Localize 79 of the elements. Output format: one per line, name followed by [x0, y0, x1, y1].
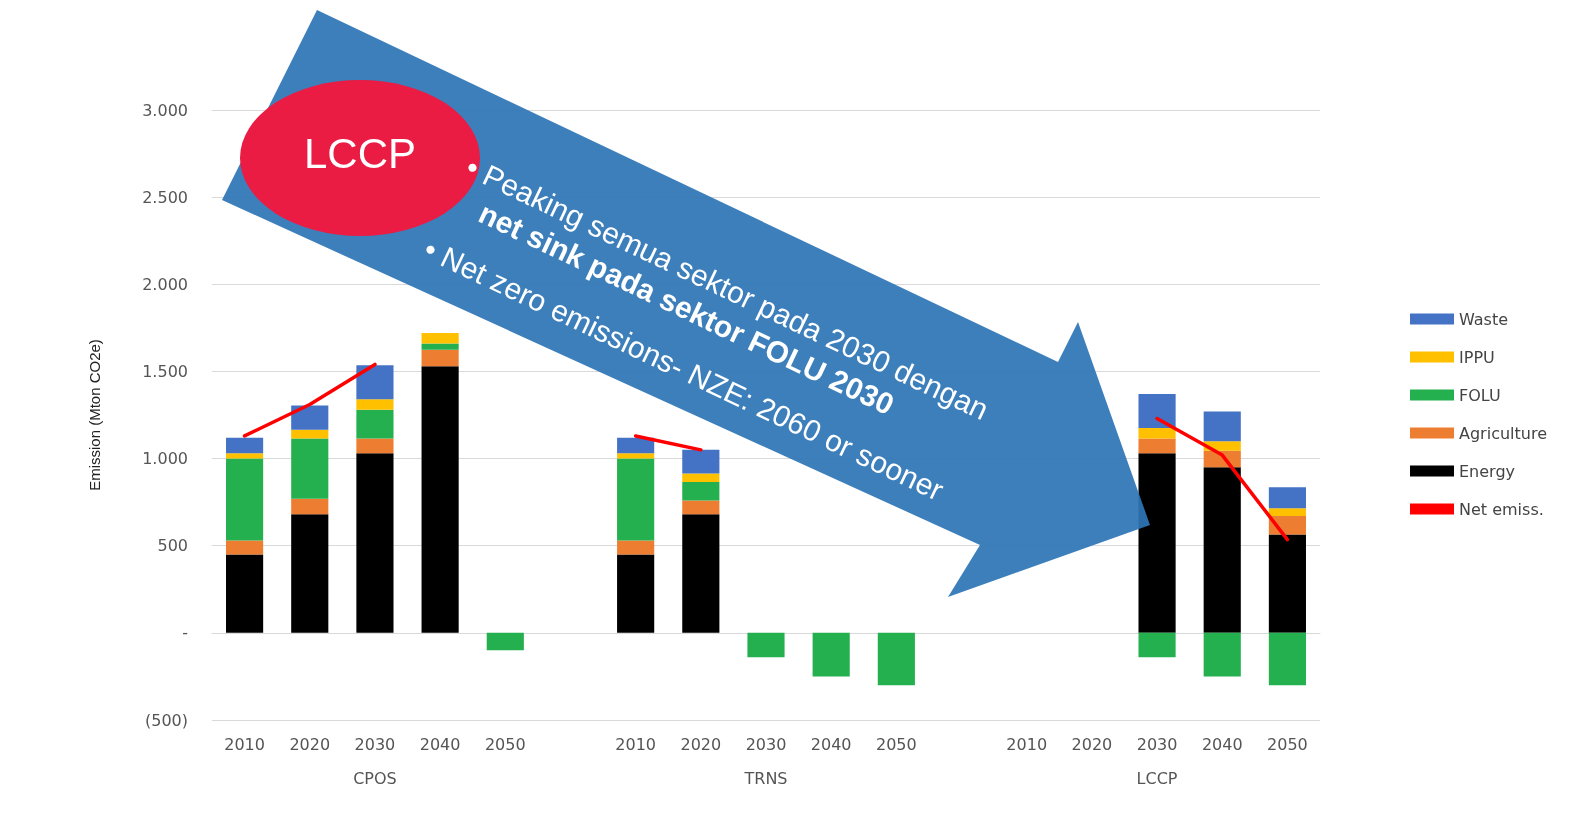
- bar: [1138, 438, 1176, 454]
- x-tick-label: 2050: [484, 734, 526, 754]
- bar: [421, 366, 459, 633]
- x-tick-label: 2030: [1136, 734, 1178, 754]
- bar: [1138, 453, 1176, 633]
- bar: [1203, 632, 1241, 677]
- y-tick-label: -: [182, 623, 188, 643]
- bar: [1203, 411, 1241, 442]
- y-tick-label: 2.000: [142, 274, 188, 294]
- bar: [1268, 632, 1306, 686]
- y-tick-label: 1.500: [142, 361, 188, 381]
- annotation: LCCP: [303, 130, 417, 177]
- bar: [421, 343, 459, 350]
- bar: [356, 453, 394, 633]
- bar: [291, 429, 329, 439]
- legend-label: Energy: [1459, 461, 1516, 481]
- bar: [682, 449, 720, 474]
- bar: [1203, 467, 1241, 633]
- text: TRNS: [743, 768, 788, 788]
- bar: [291, 438, 329, 499]
- x-tick-label: 2020: [680, 734, 722, 754]
- bar: [421, 349, 459, 367]
- bar: [617, 453, 655, 459]
- bar: [226, 540, 264, 555]
- bar: [617, 437, 655, 454]
- x-tick-label: 2030: [745, 734, 787, 754]
- y-tick-label: 2.500: [142, 187, 188, 207]
- bar: [747, 632, 785, 658]
- bar: [291, 405, 329, 430]
- bar: [356, 438, 394, 454]
- legend-label: Waste: [1459, 309, 1509, 329]
- x-tick-label: 2050: [875, 734, 917, 754]
- bar: [1138, 632, 1176, 658]
- bar: [682, 514, 720, 633]
- bar: [682, 500, 720, 515]
- text: CPOS: [353, 768, 397, 788]
- bar: [682, 473, 720, 483]
- x-tick-label: 2030: [354, 734, 396, 754]
- bar: [682, 482, 720, 501]
- bar: [1138, 394, 1176, 429]
- y-tick-label: 500: [157, 536, 188, 556]
- bar: [617, 458, 655, 541]
- legend-label: FOLU: [1459, 385, 1501, 405]
- bar: [617, 554, 655, 633]
- bar: [1268, 534, 1306, 633]
- y-tick-label: 3.000: [142, 100, 188, 120]
- bar: [226, 554, 264, 633]
- bar: [226, 458, 264, 541]
- legend-label: Agriculture: [1459, 423, 1548, 443]
- bar: [356, 409, 394, 439]
- bar: [356, 365, 394, 400]
- y-axis-title: Emission (Mton CO2e): [86, 339, 103, 491]
- x-tick-label: 2010: [615, 734, 657, 754]
- x-tick-label: 2020: [289, 734, 331, 754]
- x-tick-label: 2050: [1267, 734, 1308, 754]
- bar: [421, 333, 459, 344]
- x-tick-label: 2040: [810, 734, 852, 754]
- bar: [1138, 428, 1176, 439]
- x-tick-label: 2040: [419, 734, 461, 754]
- bar: [1268, 487, 1306, 509]
- bar: [1268, 508, 1306, 517]
- x-tick-label: 2020: [1071, 734, 1113, 754]
- y-tick-label: (500): [144, 710, 188, 730]
- bar: [877, 632, 915, 686]
- legend-label: IPPU: [1459, 347, 1495, 367]
- bar: [356, 399, 394, 410]
- x-tick-label: 2010: [224, 734, 265, 754]
- y-tick-label: 1.000: [142, 449, 188, 469]
- bar: [291, 498, 329, 515]
- bar: [291, 514, 329, 633]
- bar: [226, 453, 264, 459]
- bar: [486, 632, 524, 651]
- bar: [617, 540, 655, 555]
- legend-label: Net emiss.: [1459, 499, 1544, 519]
- x-tick-label: 2010: [1006, 734, 1048, 754]
- text: LCCP: [1136, 768, 1178, 788]
- bar: [226, 437, 264, 454]
- bar: [812, 632, 850, 677]
- x-tick-label: 2040: [1201, 734, 1243, 754]
